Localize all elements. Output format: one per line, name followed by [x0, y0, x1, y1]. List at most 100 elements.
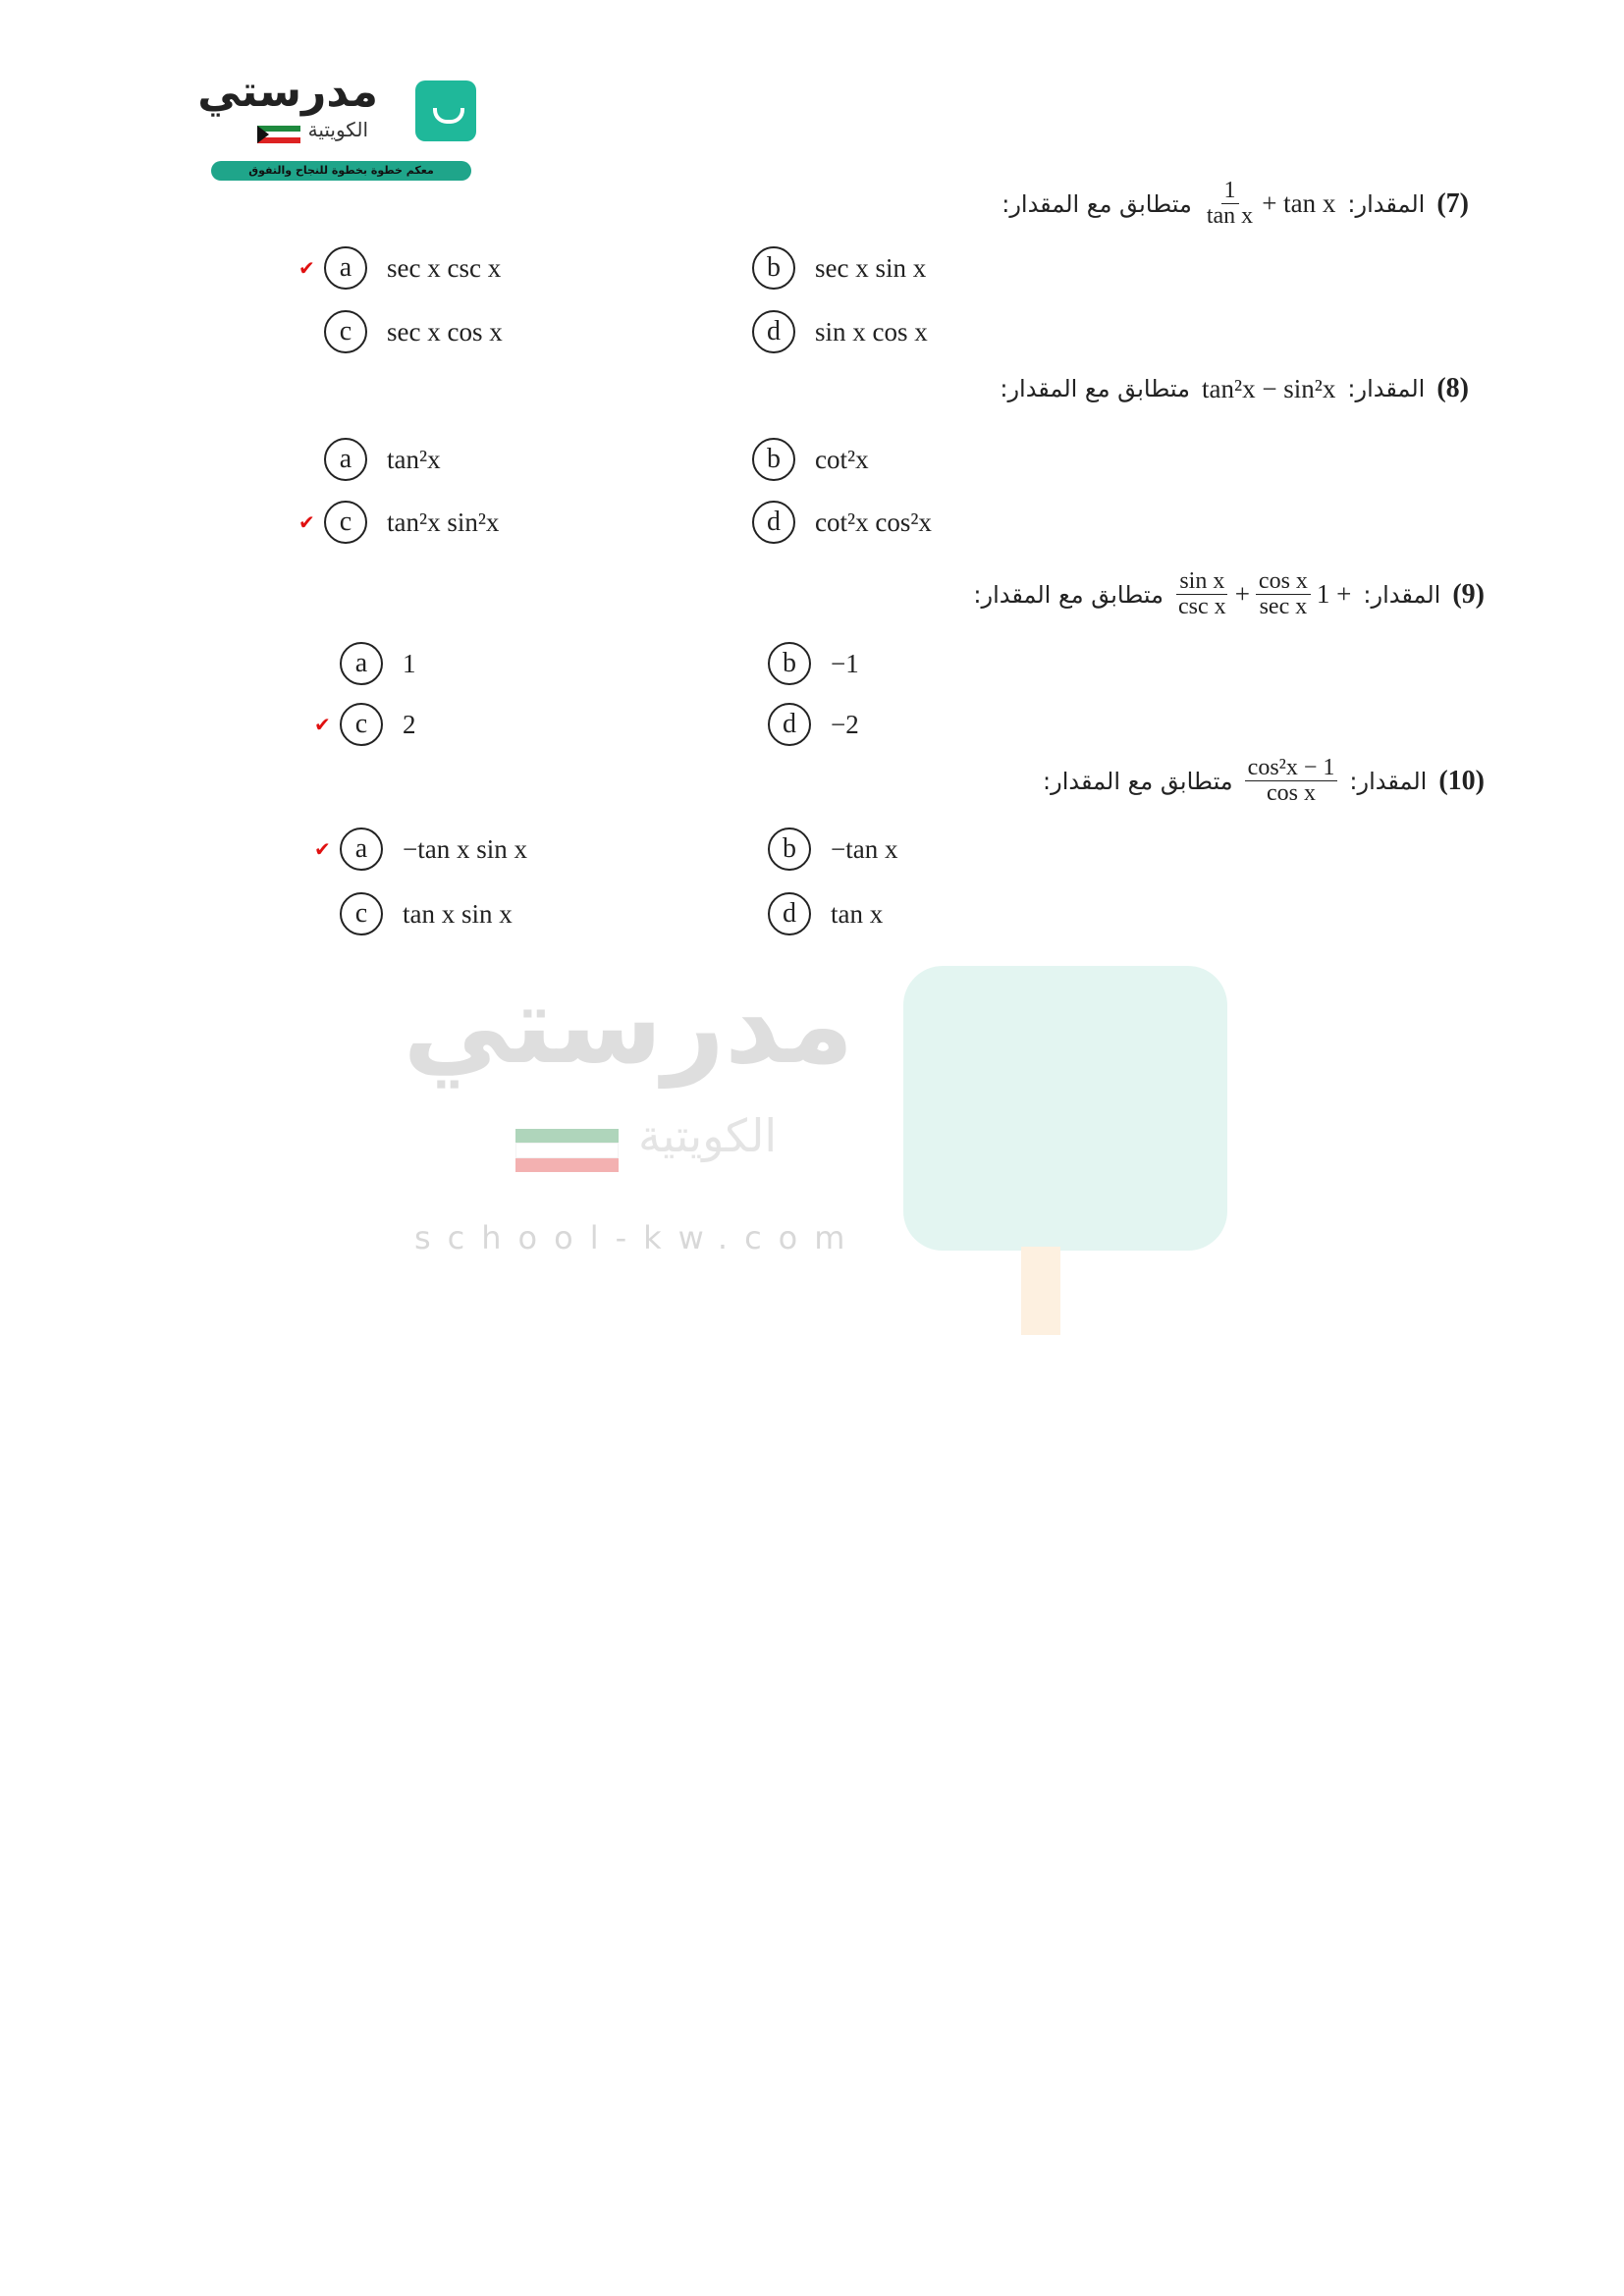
question-number: (8) [1436, 373, 1469, 403]
option-text: tan²x sin²x [387, 507, 500, 537]
denominator: cos x [1267, 780, 1317, 807]
watermark: مدرستي الكويتية school-kw.com [403, 962, 1237, 1355]
question-prefix: المقدار: [1347, 375, 1426, 402]
question-8-header: (8) المقدار: tan²x − sin²x متطابق مع الم… [1000, 373, 1469, 404]
option-text: sin x cos x [815, 316, 928, 347]
option-letter[interactable]: c [324, 310, 367, 353]
fraction: cos²x − 1 cos x [1244, 755, 1338, 807]
option-text: 2 [403, 709, 416, 739]
option-a[interactable]: ✔ a sec x csc x [298, 246, 502, 290]
expression-lead: 1 + [1316, 579, 1352, 610]
option-text: tan²x [387, 444, 441, 474]
logo-smile-icon [415, 80, 476, 141]
fraction: sin x csc x [1175, 568, 1229, 620]
option-letter[interactable]: d [752, 310, 795, 353]
option-text: 1 [403, 648, 416, 678]
check-icon: ✔ [314, 837, 331, 861]
watermark-bookmark-icon [1021, 1247, 1060, 1335]
numerator: 1 [1220, 178, 1239, 205]
option-letter[interactable]: a [340, 642, 383, 685]
question-number: (9) [1452, 578, 1485, 610]
option-d[interactable]: d −2 [768, 703, 859, 746]
option-b[interactable]: b −1 [768, 642, 859, 685]
question-prefix: المقدار: [1349, 767, 1428, 795]
option-c[interactable]: ✔ c tan²x sin²x [298, 501, 500, 544]
option-text: −1 [831, 648, 859, 678]
question-suffix: متطابق مع المقدار: [1000, 375, 1190, 402]
fraction: cos x sec x [1255, 568, 1311, 620]
option-text: tan x [831, 898, 884, 929]
check-icon: ✔ [314, 713, 331, 736]
option-text: sec x csc x [387, 252, 502, 283]
question-expression: cos²x − 1 cos x [1244, 755, 1338, 807]
watermark-name: مدرستي [403, 962, 854, 1088]
option-text: tan x sin x [403, 898, 513, 929]
numerator: cos²x − 1 [1244, 755, 1338, 782]
option-letter[interactable]: c [340, 892, 383, 935]
option-d[interactable]: d sin x cos x [752, 310, 928, 353]
option-a[interactable]: a tan²x [324, 438, 441, 481]
option-b[interactable]: b −tan x [768, 828, 897, 871]
option-text: −2 [831, 709, 859, 739]
question-suffix: متطابق مع المقدار: [973, 580, 1164, 609]
question-suffix: متطابق مع المقدار: [1001, 189, 1192, 218]
question-expression: 1 + cos x sec x + sin x csc x [1175, 568, 1352, 620]
option-d[interactable]: d cot²x cos²x [752, 501, 932, 544]
watermark-url: school-kw.com [414, 1219, 862, 1256]
option-c[interactable]: c sec x cos x [324, 310, 503, 353]
option-letter[interactable]: a [340, 828, 383, 871]
kuwait-flag-icon [257, 126, 300, 143]
option-b[interactable]: b sec x sin x [752, 246, 926, 290]
question-prefix: المقدار: [1363, 580, 1441, 609]
option-text: sec x sin x [815, 252, 927, 283]
option-letter[interactable]: b [768, 828, 811, 871]
watermark-subtitle: الكويتية [638, 1109, 778, 1162]
denominator: tan x [1206, 203, 1254, 230]
option-letter[interactable]: c [340, 703, 383, 746]
option-letter[interactable]: c [324, 501, 367, 544]
question-number: (10) [1438, 765, 1485, 796]
fraction: 1 tan x [1204, 178, 1256, 230]
option-letter[interactable]: a [324, 246, 367, 290]
plus-sign: + [1234, 579, 1250, 610]
option-c[interactable]: c tan x sin x [340, 892, 513, 935]
option-letter[interactable]: b [752, 246, 795, 290]
option-text: sec x cos x [387, 316, 503, 347]
option-text: cot²x [815, 444, 869, 474]
option-d[interactable]: d tan x [768, 892, 883, 935]
logo-subtitle: الكويتية [307, 118, 368, 141]
question-7-header: (7) المقدار: 1 tan x + tan x متطابق مع ال… [1001, 178, 1469, 230]
option-letter[interactable]: b [752, 438, 795, 481]
option-b[interactable]: b cot²x [752, 438, 869, 481]
option-c[interactable]: ✔ c 2 [314, 703, 416, 746]
logo-name: مدرستي [197, 67, 378, 117]
question-9-header: (9) المقدار: 1 + cos x sec x + sin x csc x… [973, 568, 1485, 620]
question-number: (7) [1436, 187, 1469, 219]
denominator: csc x [1178, 594, 1226, 620]
numerator: sin x [1176, 568, 1228, 596]
watermark-flag-icon [515, 1129, 619, 1172]
option-letter[interactable]: b [768, 642, 811, 685]
check-icon: ✔ [298, 256, 315, 280]
denominator: sec x [1259, 594, 1308, 620]
option-letter[interactable]: a [324, 438, 367, 481]
option-letter[interactable]: d [768, 892, 811, 935]
numerator: cos x [1255, 568, 1311, 596]
logo-tagline: معكم خطوة بخطوة للنجاح والتفوق [211, 161, 471, 181]
question-10-header: (10) المقدار: cos²x − 1 cos x متطابق مع ا… [1043, 755, 1485, 807]
question-expression: tan²x − sin²x [1201, 373, 1336, 403]
option-text: cot²x cos²x [815, 507, 932, 537]
option-text: −tan x [831, 833, 898, 864]
question-expression: 1 tan x + tan x [1204, 178, 1336, 230]
watermark-smile-icon [903, 966, 1227, 1251]
option-letter[interactable]: d [768, 703, 811, 746]
check-icon: ✔ [298, 510, 315, 534]
question-prefix: المقدار: [1347, 189, 1426, 218]
site-logo: مدرستي الكويتية معكم خطوة بخطوة للنجاح و… [197, 67, 476, 185]
option-text: −tan x sin x [403, 833, 527, 864]
question-suffix: متطابق مع المقدار: [1043, 767, 1233, 795]
option-a[interactable]: ✔ a −tan x sin x [314, 828, 527, 871]
option-letter[interactable]: d [752, 501, 795, 544]
expression-rest: + tan x [1262, 188, 1336, 219]
